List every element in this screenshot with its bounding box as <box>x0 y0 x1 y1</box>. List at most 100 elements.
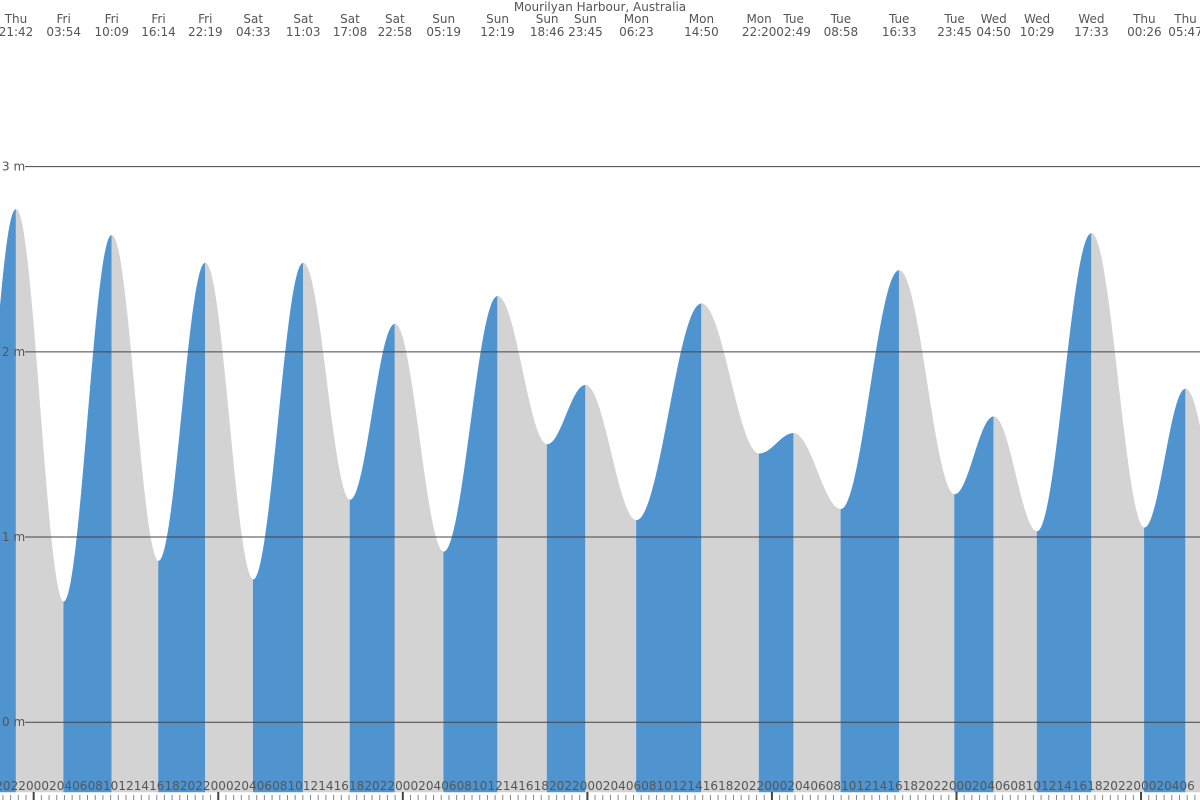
y-tick-label: 0 m <box>2 715 25 729</box>
hour-label: 20 <box>1103 779 1118 793</box>
tide-segment <box>636 303 702 793</box>
hour-label: 10 <box>657 779 672 793</box>
extreme-day: Thu <box>1173 12 1197 26</box>
hour-label: 22 <box>564 779 579 793</box>
hour-label: 12 <box>487 779 502 793</box>
hour-label: 12 <box>857 779 872 793</box>
hour-label: 06 <box>1180 779 1195 793</box>
tide-segment <box>0 208 17 793</box>
tide-segment <box>158 262 206 793</box>
hour-label: 14 <box>134 779 149 793</box>
hour-label: 18 <box>534 779 549 793</box>
hour-label: 00 <box>764 779 779 793</box>
hour-label: 20 <box>180 779 195 793</box>
extreme-day: Sun <box>432 12 455 26</box>
hour-label: 16 <box>518 779 533 793</box>
hour-label: 18 <box>903 779 918 793</box>
hour-label: 06 <box>441 779 456 793</box>
hour-label: 00 <box>580 779 595 793</box>
extreme-time: 02:49 <box>776 25 811 39</box>
hour-label: 08 <box>88 779 103 793</box>
tide-segment <box>497 296 548 793</box>
chart-title: Mourilyan Harbour, Australia <box>514 0 686 14</box>
hour-label: 10 <box>472 779 487 793</box>
extreme-time: 23:45 <box>568 25 603 39</box>
y-tick-label: 1 m <box>2 530 25 544</box>
extreme-time: 04:33 <box>236 25 271 39</box>
extreme-time: 10:29 <box>1020 25 1055 39</box>
hour-label: 08 <box>457 779 472 793</box>
extreme-time: 21:42 <box>0 25 33 39</box>
extreme-day: Sun <box>574 12 597 26</box>
extreme-time: 06:23 <box>619 25 654 39</box>
extreme-day: Tue <box>782 12 804 26</box>
hour-label: 02 <box>595 779 610 793</box>
hour-label: 14 <box>1057 779 1072 793</box>
hour-label: 20 <box>0 779 11 793</box>
hour-label: 06 <box>810 779 825 793</box>
hour-label: 00 <box>949 779 964 793</box>
hour-label: 08 <box>1010 779 1025 793</box>
hour-label: 10 <box>841 779 856 793</box>
extreme-time: 05:47 <box>1168 25 1200 39</box>
extreme-time: 23:45 <box>937 25 972 39</box>
hour-label: 04 <box>980 779 995 793</box>
extreme-time: 05:19 <box>426 25 461 39</box>
hour-label: 16 <box>334 779 349 793</box>
hour-label: 12 <box>1041 779 1056 793</box>
hour-label: 00 <box>211 779 226 793</box>
hour-label: 12 <box>118 779 133 793</box>
hour-label: 04 <box>610 779 625 793</box>
hour-label: 10 <box>103 779 118 793</box>
hour-label: 22 <box>11 779 26 793</box>
tide-segment <box>546 384 586 793</box>
hour-label: 20 <box>918 779 933 793</box>
extreme-time: 08:58 <box>824 25 859 39</box>
extreme-day: Tue <box>888 12 910 26</box>
tide-segment <box>840 270 900 793</box>
tide-segment <box>954 416 994 793</box>
tide-segment <box>15 208 64 793</box>
hour-label: 12 <box>303 779 318 793</box>
hour-label: 08 <box>272 779 287 793</box>
hour-label: 02 <box>964 779 979 793</box>
tide-segment <box>394 323 444 793</box>
hour-label: 02 <box>1149 779 1164 793</box>
hour-label: 22 <box>195 779 210 793</box>
hour-label: 02 <box>780 779 795 793</box>
extreme-day: Sat <box>385 12 405 26</box>
hour-label: 20 <box>549 779 564 793</box>
hour-label: 02 <box>41 779 56 793</box>
extreme-day: Tue <box>830 12 852 26</box>
extreme-time: 18:46 <box>530 25 565 39</box>
extreme-day: Fri <box>198 12 212 26</box>
extreme-day: Fri <box>57 12 71 26</box>
hour-label: 12 <box>672 779 687 793</box>
hour-label: 14 <box>872 779 887 793</box>
hour-label: 04 <box>426 779 441 793</box>
hour-label: 06 <box>72 779 87 793</box>
hour-label: 20 <box>734 779 749 793</box>
hour-label: 06 <box>257 779 272 793</box>
hour-label: 22 <box>1118 779 1133 793</box>
tide-segment <box>443 295 498 793</box>
tide-segment <box>349 323 396 793</box>
hour-label: 06 <box>626 779 641 793</box>
hour-label: 04 <box>1164 779 1179 793</box>
hour-label: 08 <box>826 779 841 793</box>
hour-label: 04 <box>241 779 256 793</box>
hour-label: 14 <box>687 779 702 793</box>
y-tick-label: 2 m <box>2 345 25 359</box>
hour-label: 00 <box>26 779 41 793</box>
extreme-day: Wed <box>1024 12 1050 26</box>
hour-label: 02 <box>411 779 426 793</box>
hour-label: 18 <box>718 779 733 793</box>
hour-label: 16 <box>887 779 902 793</box>
extreme-day: Sat <box>243 12 263 26</box>
extreme-time: 22:20 <box>742 25 777 39</box>
tide-segment <box>63 234 112 793</box>
labels: Thu21:42Fri03:54Fri10:09Fri16:14Fri22:19… <box>0 12 1200 793</box>
tide-segment <box>585 384 637 793</box>
hour-label: 04 <box>57 779 72 793</box>
extreme-time: 22:58 <box>378 25 413 39</box>
